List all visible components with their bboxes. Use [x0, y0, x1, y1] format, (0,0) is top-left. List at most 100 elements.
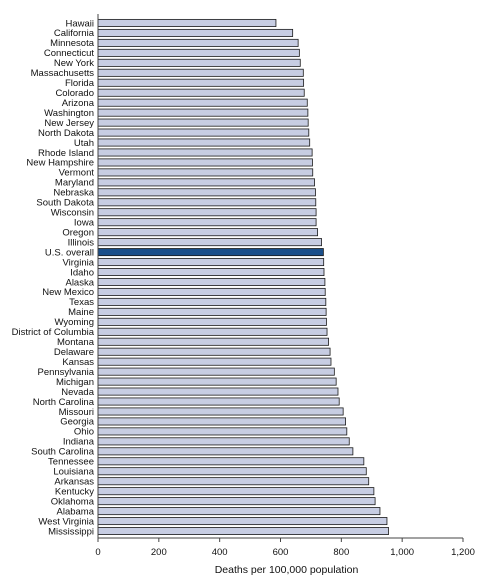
category-label-utah: Utah — [74, 138, 94, 149]
bar-washington — [97, 108, 309, 117]
bar-hawaii — [97, 18, 277, 27]
bar-u-s-overall — [97, 248, 324, 257]
category-label-idaho: Idaho — [70, 267, 94, 278]
bar-new-hampshire — [97, 158, 313, 167]
category-label-new-mexico: New Mexico — [42, 287, 94, 298]
bar-new-mexico — [97, 287, 326, 296]
category-label-connecticut: Connecticut — [44, 48, 95, 59]
bar-nevada — [97, 387, 339, 396]
category-label-rhode-island: Rhode Island — [38, 148, 94, 159]
bars-group — [97, 18, 389, 535]
category-label-california: California — [54, 28, 95, 39]
category-label-nevada: Nevada — [61, 387, 94, 398]
category-label-west-virginia: West Virginia — [38, 516, 94, 527]
x-tick-label: 200 — [151, 547, 167, 558]
bar-ohio — [97, 427, 348, 436]
x-tick-label: 1,200 — [451, 547, 475, 558]
bar-oklahoma — [97, 497, 376, 506]
bar-maine — [97, 307, 327, 316]
category-label-oregon: Oregon — [62, 227, 94, 238]
category-label-michigan: Michigan — [56, 377, 94, 388]
category-label-hawaii: Hawaii — [65, 18, 94, 29]
category-label-texas: Texas — [69, 297, 94, 308]
bar-montana — [97, 337, 329, 346]
x-tick-label: 800 — [333, 547, 349, 558]
category-label-vermont: Vermont — [59, 168, 95, 179]
category-label-tennessee: Tennessee — [48, 457, 94, 468]
category-label-kentucky: Kentucky — [55, 486, 94, 497]
category-label-south-carolina: South Carolina — [31, 447, 95, 458]
bar-kansas — [97, 357, 332, 366]
bar-minnesota — [97, 38, 299, 47]
category-label-arkansas: Arkansas — [54, 477, 94, 488]
category-label-kansas: Kansas — [62, 357, 94, 368]
bar-utah — [97, 138, 311, 147]
bar-illinois — [97, 238, 322, 247]
bar-tennessee — [97, 457, 365, 466]
category-label-maine: Maine — [68, 307, 94, 318]
bar-massachusetts — [97, 68, 304, 77]
bar-rhode-island — [97, 148, 313, 157]
bar-maryland — [97, 178, 315, 187]
bar-arizona — [97, 98, 308, 107]
category-label-missouri: Missouri — [59, 407, 94, 418]
category-label-mississippi: Mississippi — [48, 526, 94, 537]
category-label-new-hampshire: New Hampshire — [26, 158, 94, 169]
bar-new-jersey — [97, 118, 309, 127]
bar-georgia — [97, 417, 346, 426]
bar-idaho — [97, 268, 325, 276]
x-tick-label: 0 — [95, 547, 100, 558]
category-label-north-carolina: North Carolina — [33, 397, 95, 408]
x-tick-label: 1,000 — [390, 547, 414, 558]
category-label-florida: Florida — [65, 78, 95, 89]
bar-district-of-columbia — [97, 327, 328, 336]
category-label-montana: Montana — [57, 337, 95, 348]
category-label-virginia: Virginia — [62, 257, 94, 268]
x-tick-label: 600 — [273, 547, 289, 558]
category-label-washington: Washington — [44, 108, 94, 119]
bar-north-dakota — [97, 128, 310, 137]
category-label-alabama: Alabama — [57, 506, 95, 517]
category-label-nebraska: Nebraska — [53, 188, 94, 199]
category-label-illinois: Illinois — [68, 237, 95, 248]
bar-wyoming — [97, 317, 327, 326]
category-label-alaska: Alaska — [65, 277, 94, 288]
bar-colorado — [97, 88, 305, 97]
x-tick-label: 400 — [212, 547, 228, 558]
bar-pennsylvania — [97, 367, 335, 376]
category-label-minnesota: Minnesota — [50, 38, 95, 49]
bar-missouri — [97, 407, 344, 416]
bar-alabama — [97, 507, 381, 516]
bar-south-dakota — [97, 198, 317, 207]
bar-texas — [97, 297, 327, 306]
category-label-indiana: Indiana — [63, 437, 95, 448]
category-label-delaware: Delaware — [54, 347, 94, 358]
bar-alaska — [97, 277, 326, 286]
bar-indiana — [97, 437, 350, 446]
category-label-georgia: Georgia — [60, 417, 95, 428]
category-label-oklahoma: Oklahoma — [51, 496, 95, 507]
bar-vermont — [97, 168, 314, 177]
category-label-north-dakota: North Dakota — [38, 128, 95, 139]
category-label-wyoming: Wyoming — [54, 317, 94, 328]
bar-nebraska — [97, 188, 316, 197]
bar-delaware — [97, 347, 331, 356]
category-label-district-of-columbia: District of Columbia — [12, 327, 95, 338]
category-label-u-s-overall: U.S. overall — [45, 247, 94, 258]
bar-arkansas — [97, 477, 370, 486]
bar-iowa — [97, 218, 317, 227]
category-label-south-dakota: South Dakota — [36, 198, 94, 209]
bar-virginia — [97, 258, 325, 267]
bar-connecticut — [97, 48, 300, 57]
category-label-colorado: Colorado — [55, 88, 94, 99]
x-axis-ticks: 0 200 400 600 800 1,000 1,200 — [95, 538, 475, 558]
category-label-iowa: Iowa — [74, 218, 95, 229]
bar-louisiana — [97, 467, 367, 476]
category-label-louisiana: Louisiana — [53, 467, 94, 478]
bar-south-carolina — [97, 447, 354, 456]
x-axis-title: Deaths per 100,000 population — [215, 564, 359, 576]
bar-michigan — [97, 377, 337, 386]
category-label-pennsylvania: Pennsylvania — [37, 367, 94, 378]
category-label-maryland: Maryland — [55, 178, 94, 189]
